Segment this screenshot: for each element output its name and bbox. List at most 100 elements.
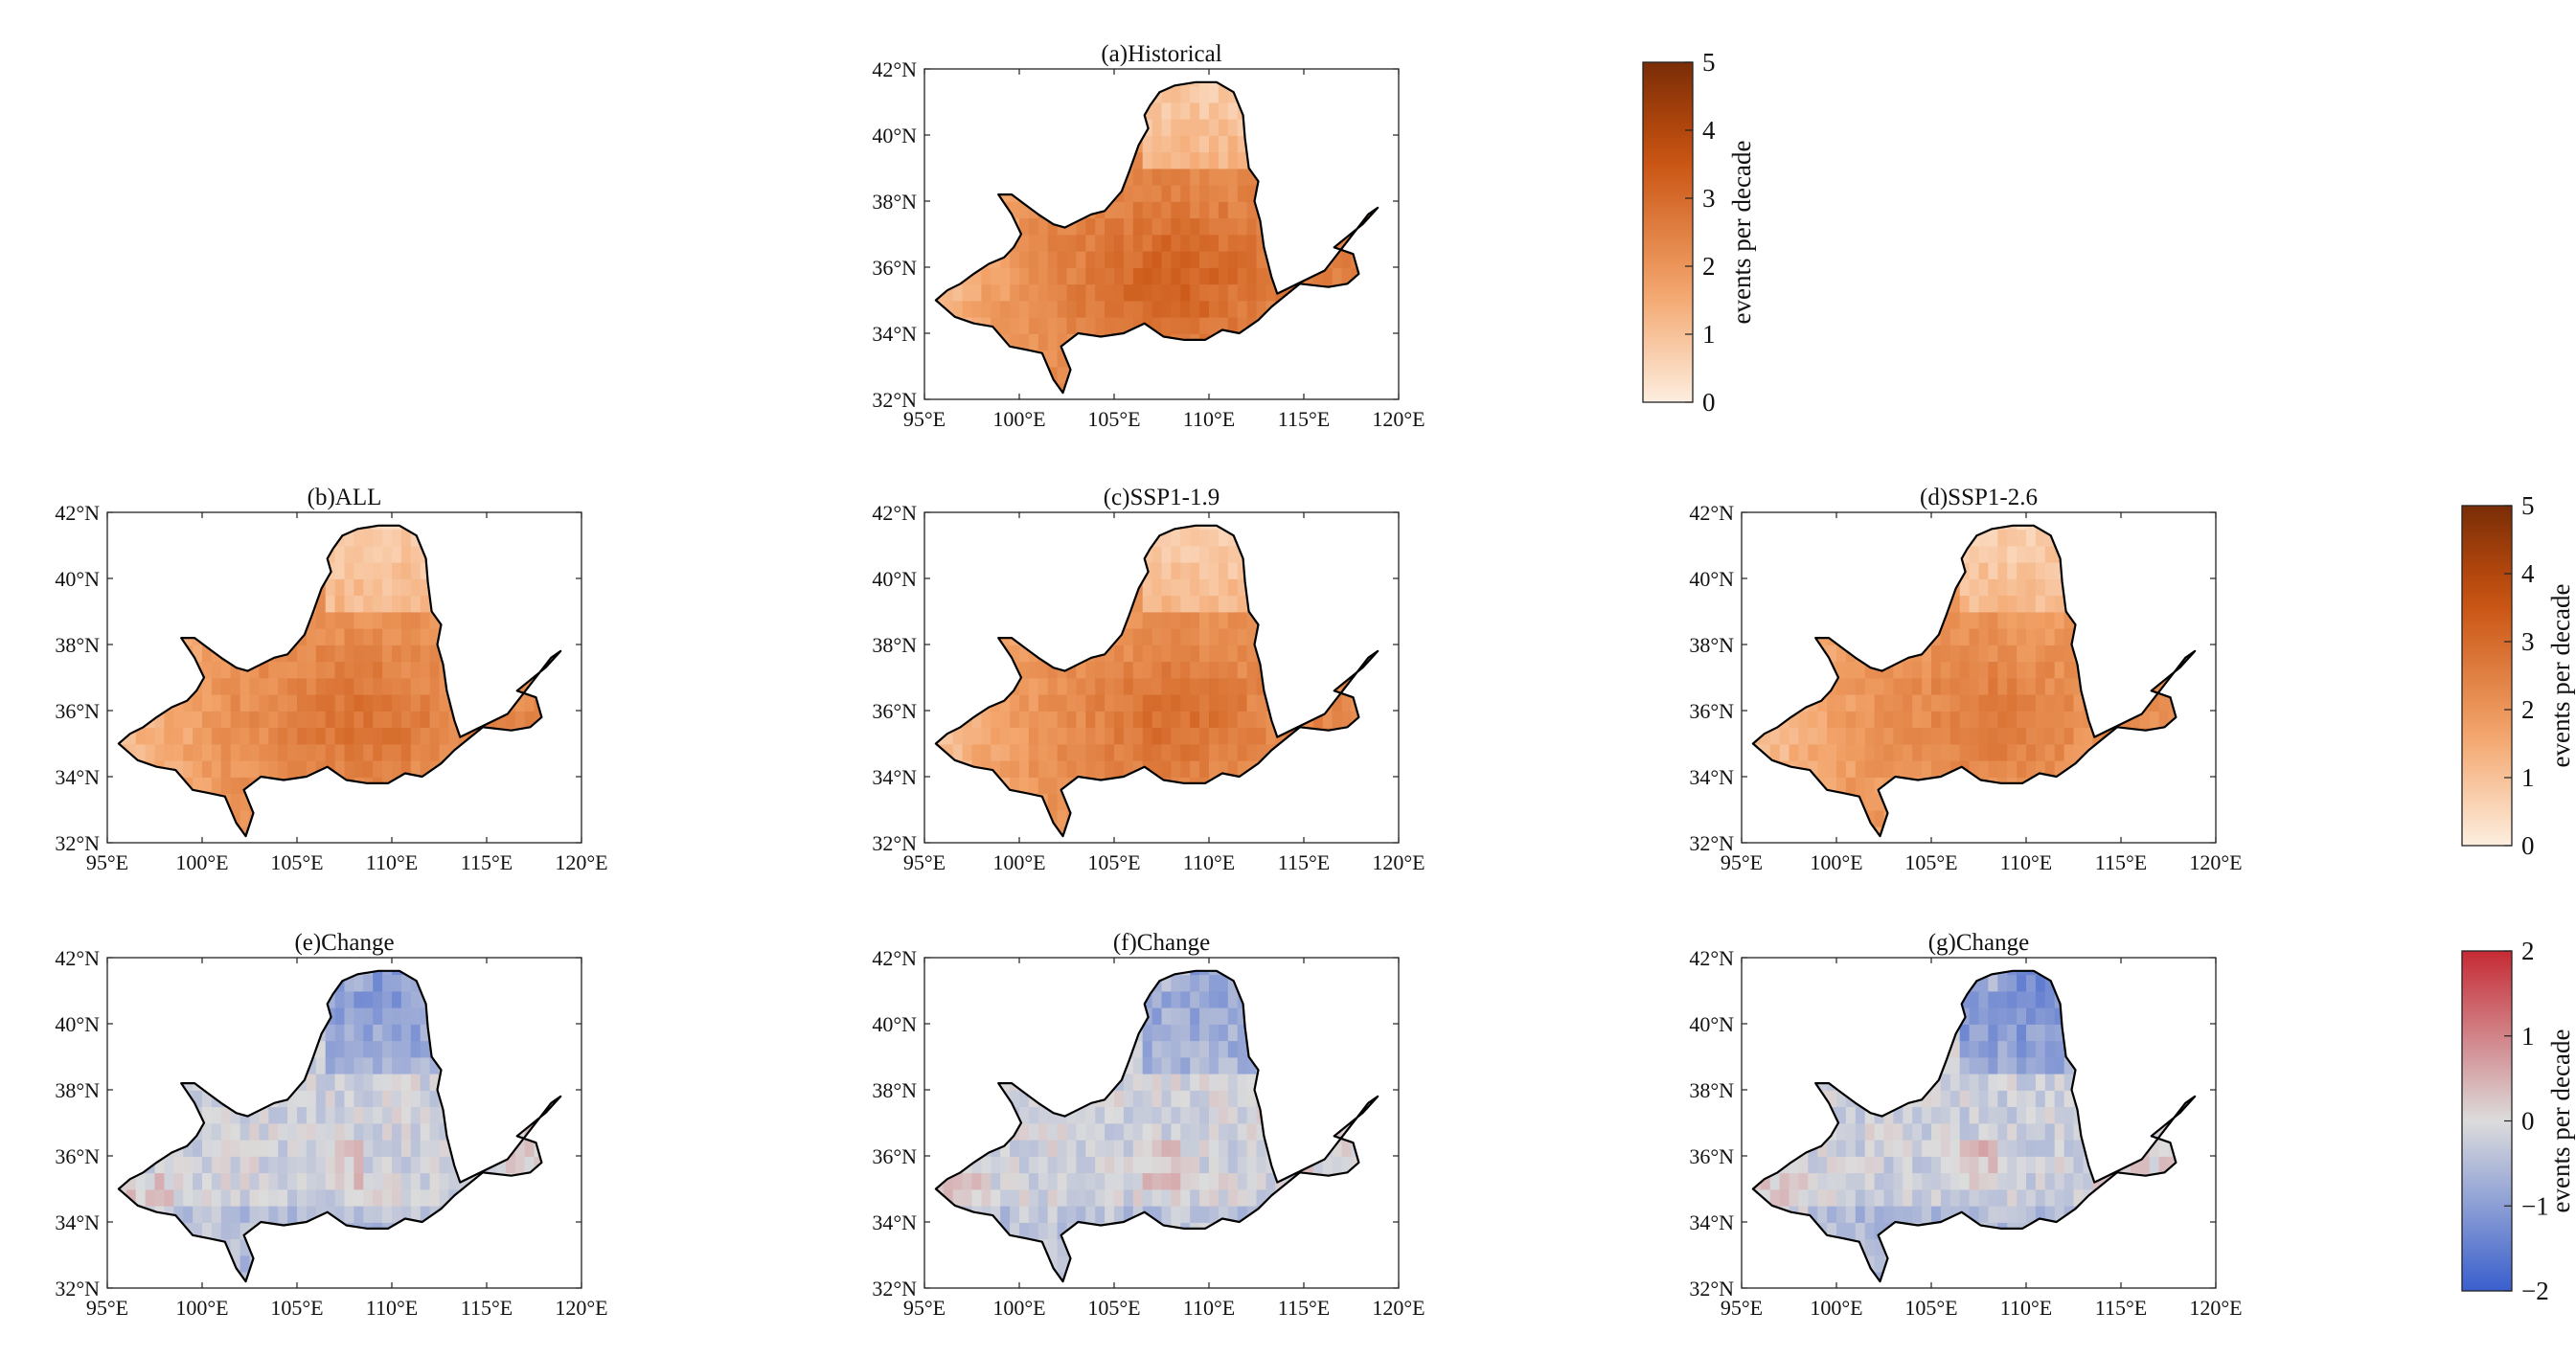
lon-tick-label: 110°E xyxy=(366,1296,418,1320)
lon-tick-label: 95°E xyxy=(1721,1296,1763,1320)
lat-tick-label: 34°N xyxy=(1689,765,1734,789)
lat-tick-label: 40°N xyxy=(55,567,100,591)
lat-tick-label: 38°N xyxy=(872,190,917,214)
lat-tick-label: 32°N xyxy=(1689,1277,1734,1300)
colorbar-tick-label: 5 xyxy=(1702,48,1716,77)
lat-tick-label: 38°N xyxy=(55,1078,100,1102)
colorbar-tick-label: −2 xyxy=(2521,1277,2549,1305)
lat-tick-label: 36°N xyxy=(872,699,917,723)
lat-tick-label: 36°N xyxy=(1689,1144,1734,1168)
colorbar-cb3: −2 −1 0 1 2 events per decade xyxy=(2461,937,2575,1305)
colorbar-tick-label: 3 xyxy=(2521,627,2535,656)
lon-tick-label: 110°E xyxy=(1183,850,1235,874)
map-frame xyxy=(923,68,1400,400)
lat-tick-label: 36°N xyxy=(55,699,100,723)
lat-tick-label: 34°N xyxy=(872,1210,917,1234)
lon-tick-label: 120°E xyxy=(555,850,607,874)
colorbar-tick-label: 0 xyxy=(1702,388,1716,417)
map-panel-d: (d)SSP1-2.6 32°N 34°N 36°N 38°N 40°N 42°N 95°E 1… xyxy=(1689,485,2242,874)
colorbar-cb1: 0 1 2 3 4 5 events per decade xyxy=(1642,48,1756,417)
colorbar-tick-label: 2 xyxy=(1702,252,1716,281)
lon-tick-label: 110°E xyxy=(2000,850,2052,874)
lon-tick-label: 120°E xyxy=(1372,1296,1425,1320)
lon-tick-label: 110°E xyxy=(366,850,418,874)
colorbar-tick-label: 3 xyxy=(1702,184,1716,213)
lon-tick-label: 115°E xyxy=(461,1296,513,1320)
lat-tick-label: 40°N xyxy=(872,567,917,591)
lat-tick-label: 36°N xyxy=(55,1144,100,1168)
lon-tick-label: 120°E xyxy=(2189,1296,2242,1320)
lat-tick-label: 32°N xyxy=(55,831,100,855)
basin-raster xyxy=(1752,970,2196,1282)
basin-outline xyxy=(1751,969,2197,1283)
colorbar-tick-label: 2 xyxy=(2521,937,2535,965)
colorbar-tick-label: 1 xyxy=(2521,1022,2535,1051)
lat-tick-label: 38°N xyxy=(872,633,917,657)
lon-tick-label: 95°E xyxy=(1721,850,1763,874)
lon-tick-label: 95°E xyxy=(903,850,946,874)
lat-tick-label: 36°N xyxy=(872,1144,917,1168)
colorbar-cb2: 0 1 2 3 4 5 events per decade xyxy=(2461,491,2575,860)
lat-tick-label: 34°N xyxy=(55,1210,100,1234)
map-frame xyxy=(106,511,582,844)
colorbar-tick-label: 1 xyxy=(1702,320,1716,349)
lon-tick-label: 100°E xyxy=(1810,850,1862,874)
lon-tick-label: 105°E xyxy=(1904,850,1957,874)
map-frame xyxy=(1741,511,2217,844)
map-panel-b: (b)ALL 32°N 34°N 36°N 38°N 40°N 42°N 95°E 100°E 1… xyxy=(55,485,607,874)
lon-tick-label: 120°E xyxy=(1372,407,1425,431)
lon-tick-label: 100°E xyxy=(992,1296,1045,1320)
lon-tick-label: 95°E xyxy=(86,850,128,874)
map-frame xyxy=(923,511,1400,844)
lon-tick-label: 105°E xyxy=(1087,407,1140,431)
panel-title: (d)SSP1-2.6 xyxy=(1920,485,2038,510)
map-panel-c: (c)SSP1-1.9 32°N 34°N 36°N 38°N 40°N 42°N 95°E 1… xyxy=(872,485,1425,874)
basin-outline xyxy=(117,969,562,1283)
panel-title: (f)Change xyxy=(1113,930,1210,956)
lon-tick-label: 100°E xyxy=(992,850,1045,874)
colorbar-tick-label: 4 xyxy=(2521,559,2535,588)
colorbar-tick-label: 0 xyxy=(2521,831,2535,860)
lat-tick-label: 40°N xyxy=(55,1012,100,1036)
colorbar-label: events per decade xyxy=(2546,584,2575,768)
lon-tick-label: 115°E xyxy=(1278,850,1330,874)
colorbar-ramp xyxy=(2461,950,2513,1292)
colorbar-tick-label: 1 xyxy=(2521,763,2535,792)
lat-tick-label: 40°N xyxy=(1689,1012,1734,1036)
lat-tick-label: 32°N xyxy=(872,388,917,412)
lat-tick-label: 42°N xyxy=(1689,946,1734,970)
lon-tick-label: 115°E xyxy=(461,850,513,874)
lon-tick-label: 110°E xyxy=(1183,407,1235,431)
lon-tick-label: 100°E xyxy=(992,407,1045,431)
basin-raster xyxy=(935,525,1379,837)
lon-tick-label: 115°E xyxy=(1278,1296,1330,1320)
lat-tick-label: 42°N xyxy=(872,501,917,525)
lon-tick-label: 105°E xyxy=(1087,850,1140,874)
lon-tick-label: 95°E xyxy=(903,407,946,431)
lon-tick-label: 100°E xyxy=(175,850,228,874)
colorbar-label: events per decade xyxy=(2546,1029,2575,1213)
colorbar-ramp xyxy=(2461,505,2513,847)
lon-tick-label: 115°E xyxy=(2095,850,2147,874)
lon-tick-label: 95°E xyxy=(903,1296,946,1320)
basin-raster xyxy=(935,81,1379,394)
lon-tick-label: 115°E xyxy=(2095,1296,2147,1320)
lon-tick-label: 105°E xyxy=(1904,1296,1957,1320)
map-frame xyxy=(1741,957,2217,1289)
lat-tick-label: 38°N xyxy=(1689,1078,1734,1102)
lat-tick-label: 40°N xyxy=(1689,567,1734,591)
lat-tick-label: 34°N xyxy=(872,322,917,346)
lat-tick-label: 42°N xyxy=(55,946,100,970)
colorbar-tick-label: 0 xyxy=(2521,1107,2535,1136)
basin-outline xyxy=(117,524,562,838)
panel-title: (g)Change xyxy=(1928,930,2030,956)
colorbar-tick-label: 2 xyxy=(2521,695,2535,724)
map-panel-f: (f)Change 32°N 34°N 36°N 38°N 40°N 42°N 95°E 100… xyxy=(872,930,1425,1320)
colorbar-tick-label: 4 xyxy=(1702,116,1716,145)
basin-raster xyxy=(118,525,561,837)
basin-outline xyxy=(934,524,1379,838)
panel-title: (a)Historical xyxy=(1101,41,1221,67)
panel-title: (c)SSP1-1.9 xyxy=(1104,485,1220,510)
lon-tick-label: 120°E xyxy=(555,1296,607,1320)
lon-tick-label: 105°E xyxy=(1087,1296,1140,1320)
